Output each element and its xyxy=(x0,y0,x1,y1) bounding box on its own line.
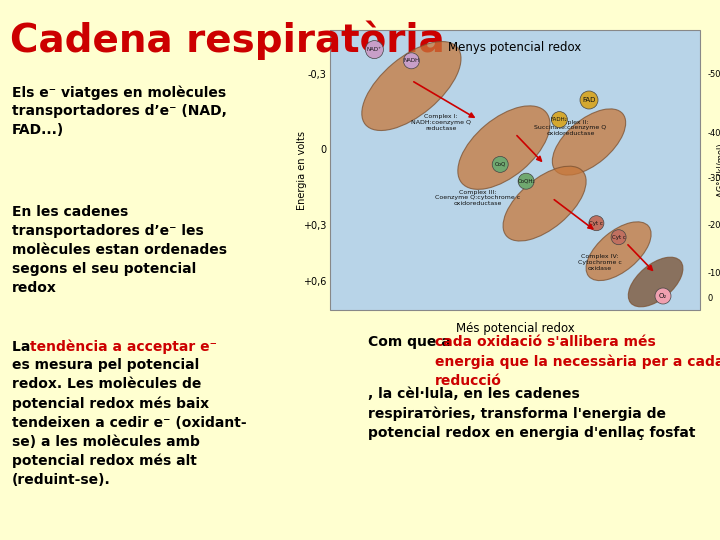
Text: +0,6: +0,6 xyxy=(303,277,326,287)
Circle shape xyxy=(492,157,508,172)
Text: CoQH₂: CoQH₂ xyxy=(517,179,535,184)
Text: Complex II:
Succinate:coenzyme Q
oxidoreductase: Complex II: Succinate:coenzyme Q oxidore… xyxy=(534,120,607,136)
Text: Menys potencial redox: Menys potencial redox xyxy=(449,41,582,54)
Text: FADH₂: FADH₂ xyxy=(551,117,568,122)
Ellipse shape xyxy=(362,42,461,131)
Text: Cyt c: Cyt c xyxy=(590,221,603,226)
Text: La: La xyxy=(12,340,35,354)
Text: cada oxidació s'allibera més
energia que la necessària per a cada
reducció: cada oxidació s'allibera més energia que… xyxy=(435,335,720,388)
Text: Cyt c: Cyt c xyxy=(612,235,626,240)
Bar xyxy=(330,30,700,310)
Text: Els e⁻ viatges en molècules
transportadores d’e⁻ (NAD,
FAD...): Els e⁻ viatges en molècules transportado… xyxy=(12,85,227,137)
Text: CoQ: CoQ xyxy=(495,162,506,167)
Text: NADH: NADH xyxy=(403,58,420,63)
Text: -50: -50 xyxy=(708,70,720,79)
Text: 0: 0 xyxy=(320,145,326,156)
Text: ΔG°' (kJ/mol): ΔG°' (kJ/mol) xyxy=(718,143,720,197)
Circle shape xyxy=(611,230,626,245)
Ellipse shape xyxy=(552,109,626,175)
Circle shape xyxy=(403,53,420,69)
Text: FAD: FAD xyxy=(582,97,595,103)
Text: NAD⁺: NAD⁺ xyxy=(367,47,382,52)
Circle shape xyxy=(589,215,604,231)
Circle shape xyxy=(552,112,567,127)
Text: -40: -40 xyxy=(708,129,720,138)
Ellipse shape xyxy=(503,166,586,241)
Text: O₂: O₂ xyxy=(659,293,667,299)
Text: 0: 0 xyxy=(708,294,713,303)
Text: +0,3: +0,3 xyxy=(303,221,326,231)
Circle shape xyxy=(365,40,383,59)
Circle shape xyxy=(655,288,671,304)
Ellipse shape xyxy=(586,222,651,281)
Text: -0,3: -0,3 xyxy=(307,70,326,80)
Text: Complex IV:
Cytochrome c
oxidase: Complex IV: Cytochrome c oxidase xyxy=(578,254,622,271)
Circle shape xyxy=(580,91,598,109)
Text: -20: -20 xyxy=(708,221,720,231)
Text: Energia en volts: Energia en volts xyxy=(297,131,307,210)
Text: Complex III:
Coenzyme Q:cytochrome c
oxidoreductase: Complex III: Coenzyme Q:cytochrome c oxi… xyxy=(436,190,521,206)
Ellipse shape xyxy=(629,257,683,307)
Text: Complex I:
NADH:coenzyme Q
reductase: Complex I: NADH:coenzyme Q reductase xyxy=(411,114,471,131)
Text: Més potencial redox: Més potencial redox xyxy=(456,322,575,335)
Ellipse shape xyxy=(458,106,550,190)
Text: , la cèl·lula, en les cadenes
respirатòries, transforma l'energia de
potencial r: , la cèl·lula, en les cadenes respirатòr… xyxy=(368,387,696,440)
Text: es mesura pel potencial
redox. Les molècules de
potencial redox més baix
tendeix: es mesura pel potencial redox. Les molèc… xyxy=(12,358,247,487)
Text: Com que a: Com que a xyxy=(368,335,456,349)
Text: -10: -10 xyxy=(708,269,720,278)
Text: En les cadenes
transportadores d’e⁻ les
molècules estan ordenades
segons el seu : En les cadenes transportadores d’e⁻ les … xyxy=(12,205,227,295)
Text: -30: -30 xyxy=(708,174,720,183)
Text: Cadena respiratòria: Cadena respiratòria xyxy=(10,20,445,59)
Circle shape xyxy=(518,173,534,189)
Text: tendència a acceptar e⁻: tendència a acceptar e⁻ xyxy=(30,340,217,354)
